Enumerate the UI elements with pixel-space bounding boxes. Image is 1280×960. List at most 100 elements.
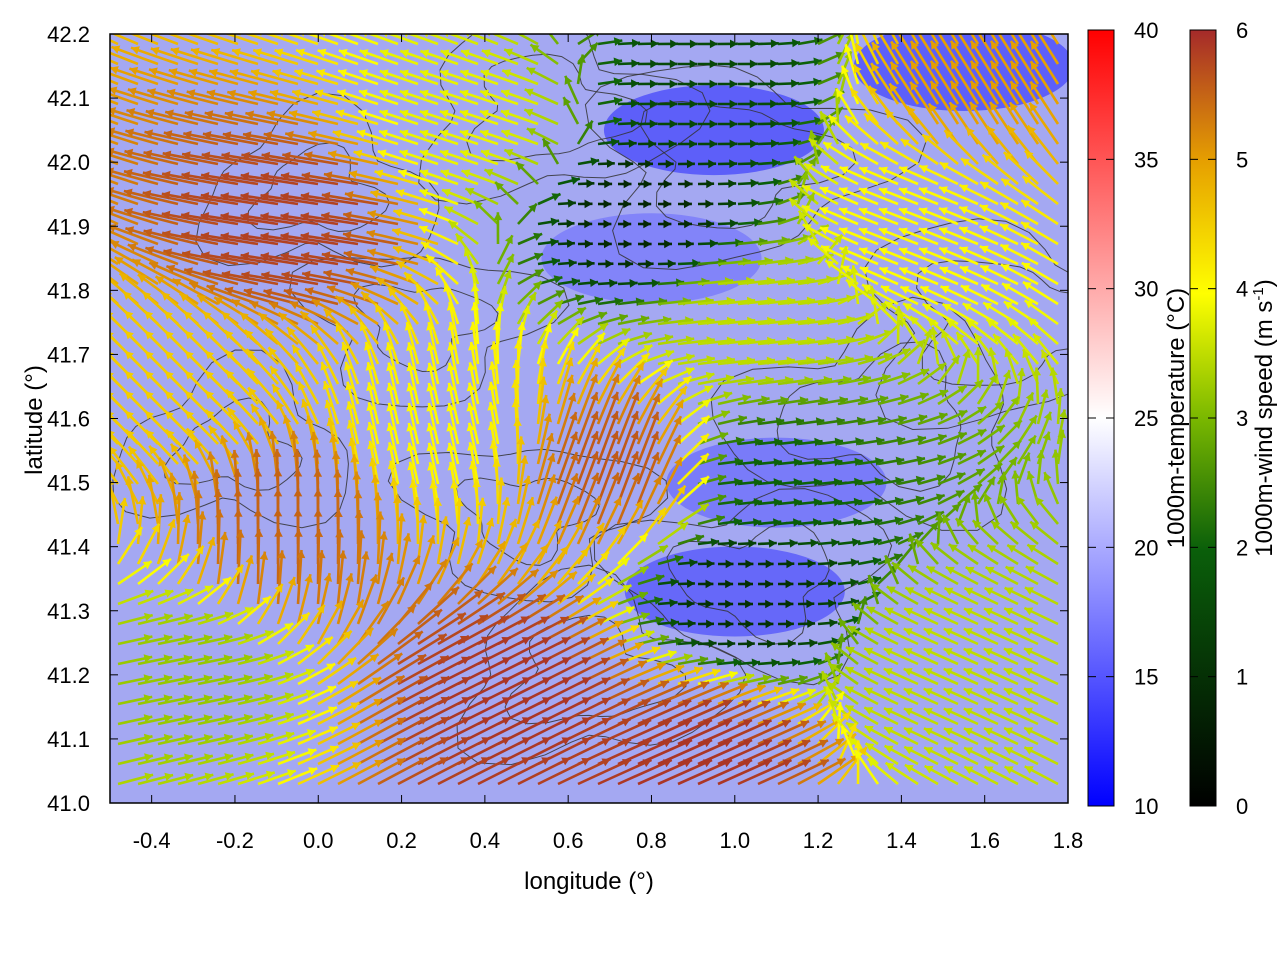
- wind-arrow-shaft: [577, 34, 597, 46]
- wind-arrow-shaft: [536, 545, 570, 585]
- wind-arrow-head: [359, 69, 369, 78]
- wind-arrow-head: [374, 760, 384, 768]
- wind-arrow-head: [794, 156, 803, 166]
- wind-arrow-head: [728, 179, 737, 188]
- wind-arrow-head: [813, 458, 823, 467]
- wind-arrow-shaft: [266, 111, 319, 126]
- wind-arrow-shaft: [556, 357, 573, 405]
- wind-arrow-head: [235, 529, 245, 538]
- wind-arrow-shaft: [220, 233, 279, 246]
- wind-arrow-head: [1024, 667, 1033, 676]
- wind-arrow-head: [240, 212, 249, 221]
- wind-arrow-head: [426, 255, 435, 264]
- wind-arrow-shaft: [888, 82, 920, 125]
- wind-arrow-head: [924, 747, 934, 755]
- wind-arrow-head: [435, 267, 444, 277]
- wind-arrow-head: [492, 321, 502, 330]
- wind-arrow-head: [220, 172, 230, 181]
- wind-arrow-head: [183, 130, 192, 140]
- wind-arrow-head: [419, 129, 429, 138]
- wind-arrow-head: [798, 674, 808, 684]
- wind-arrow-head: [181, 171, 190, 180]
- wind-arrow-head: [609, 601, 619, 609]
- wind-arrow-shaft: [870, 62, 900, 105]
- wind-arrow-head: [605, 259, 614, 269]
- wind-arrow-head: [949, 102, 958, 112]
- wind-arrow-shaft: [377, 716, 429, 746]
- wind-arrow-head: [865, 743, 875, 752]
- wind-arrow-head: [439, 89, 449, 98]
- contour-line: [112, 349, 349, 529]
- wind-arrow-head: [353, 490, 363, 499]
- wind-arrow-head: [699, 655, 709, 665]
- wind-arrow-shaft: [342, 232, 399, 246]
- wind-arrow-shaft: [369, 265, 419, 286]
- wind-arrow-head: [181, 211, 190, 221]
- wind-arrow-shaft: [597, 758, 653, 786]
- wind-arrow-head: [808, 130, 817, 139]
- wind-arrow-head: [745, 599, 753, 609]
- wind-arrow-head: [810, 538, 819, 548]
- wind-arrow-head: [569, 412, 578, 421]
- wind-arrow-head: [819, 226, 829, 235]
- wind-arrow-head: [289, 430, 299, 440]
- wind-arrow-shaft: [243, 288, 299, 306]
- wind-arrow-head: [918, 227, 928, 236]
- wind-arrow-shaft: [1030, 34, 1040, 45]
- wind-arrow-head: [723, 719, 732, 728]
- wind-arrow-head: [912, 1, 920, 10]
- wind-arrow-head: [708, 159, 717, 169]
- wind-arrow-head: [137, 274, 147, 283]
- wind-arrow-head: [437, 634, 447, 642]
- wind-arrow-head: [251, 404, 260, 414]
- wind-arrow-shaft: [797, 757, 847, 786]
- wind-arrow-head: [489, 440, 498, 449]
- wind-arrow-head: [129, 66, 139, 76]
- wind-arrow-head: [924, 607, 933, 616]
- wind-arrow-head: [352, 762, 362, 770]
- wind-arrow-head: [69, 125, 78, 133]
- wind-arrow-head: [427, 462, 436, 471]
- wind-arrow-head: [719, 431, 729, 440]
- wind-arrow-shaft: [929, 60, 960, 105]
- wind-arrow-head: [145, 411, 154, 420]
- wind-arrow-shaft: [496, 518, 518, 565]
- wind-arrow-head: [706, 219, 715, 229]
- wind-arrow-head: [125, 371, 134, 380]
- wind-arrow-head: [765, 599, 774, 609]
- wind-arrow-shaft: [216, 509, 221, 565]
- wind-arrow-shaft: [970, 34, 980, 45]
- wind-arrow-shaft: [616, 410, 639, 465]
- wind-arrow-shaft: [261, 272, 319, 286]
- wind-arrow-head: [423, 302, 432, 311]
- wind-arrow-head: [308, 130, 317, 139]
- wind-arrow-head: [1056, 388, 1065, 397]
- wind-arrow-head: [185, 410, 194, 420]
- wind-arrow-head: [272, 449, 282, 457]
- wind-arrow-head: [745, 559, 754, 569]
- wind-arrow-head: [182, 151, 191, 160]
- wind-arrow-head: [388, 628, 398, 638]
- wind-arrow-head: [898, 227, 908, 236]
- wind-arrow-head: [911, 21, 919, 30]
- wind-arrow-head: [70, 202, 79, 210]
- wind-arrow-head: [959, 206, 969, 215]
- wind-arrow-head: [964, 607, 973, 616]
- wind-arrow-head: [581, 697, 591, 706]
- wind-arrow-head: [723, 739, 732, 748]
- wind-arrow-head: [244, 633, 253, 642]
- wind-arrow-head: [143, 149, 153, 159]
- colorbar-tick-label: 10: [1134, 794, 1158, 819]
- wind-arrow-shaft: [616, 499, 644, 545]
- wind-arrow-head: [864, 707, 874, 715]
- wind-arrow-shaft: [110, 188, 159, 206]
- wind-arrow-head: [447, 322, 456, 331]
- wind-arrow-shaft: [236, 529, 242, 585]
- wind-arrow-head: [1024, 707, 1033, 716]
- wind-arrow-head: [317, 550, 326, 559]
- wind-arrow-shaft: [124, 149, 179, 166]
- wind-arrow-head: [332, 129, 342, 138]
- wind-label-end: ): [1251, 279, 1278, 287]
- wind-arrow-head: [729, 219, 738, 228]
